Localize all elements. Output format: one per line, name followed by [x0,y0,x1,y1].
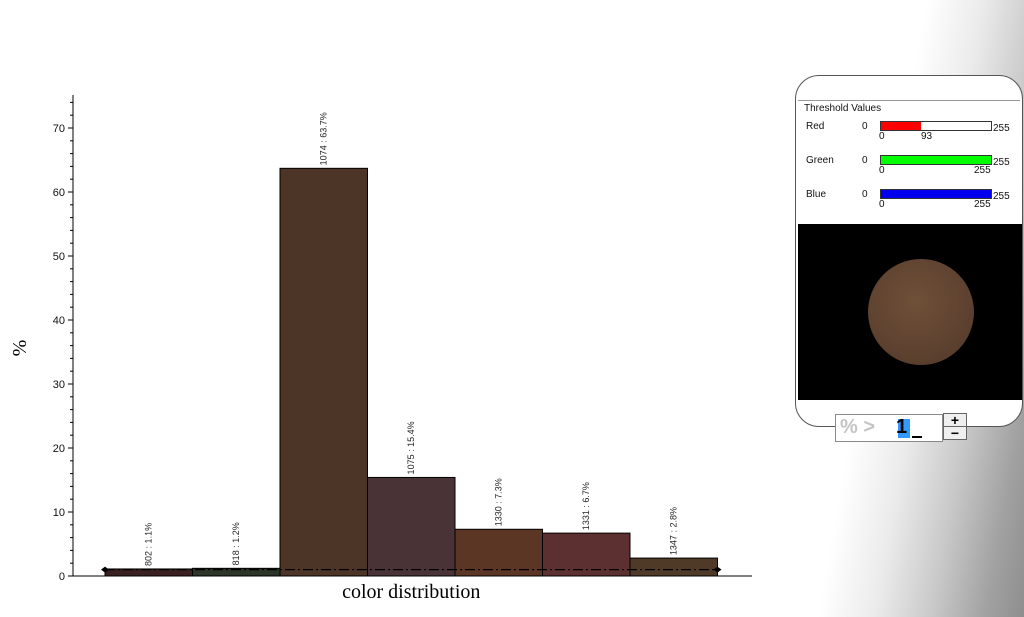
threshold-green-fill [881,156,991,164]
text-cursor [912,436,922,438]
bar-label-1331: 1331 : 6.7% [581,482,591,530]
bar-1331 [542,532,631,577]
decrement-button[interactable]: − [950,425,960,441]
percent-filter-label: % > [840,416,876,438]
threshold-row-red: Red 0 255 0 93 [798,117,1020,151]
threshold-values-group: Threshold Values Red 0 255 0 93 Green 0 … [798,100,1020,223]
threshold-title: Threshold Values [804,103,882,114]
y-tick-label: 60 [53,187,65,199]
percent-filter-stepper[interactable]: + − [943,413,967,440]
threshold-green-low: 0 [879,165,885,176]
threshold-green-slider[interactable] [880,155,992,165]
threshold-panel: Threshold Values Red 0 255 0 93 Green 0 … [795,75,1023,427]
x-axis-title: color distribution [342,581,480,603]
threshold-row-green: Green 0 255 0 255 [798,151,1020,185]
threshold-red-label: Red [806,121,825,132]
threshold-green-high: 255 [974,165,991,176]
threshold-blue-low: 0 [879,199,885,210]
y-tick-label: 10 [53,507,65,519]
percent-filter-box: % > [835,414,943,442]
threshold-green-label: Green [806,155,834,166]
sample-circle [868,259,974,365]
threshold-blue-max: 255 [993,191,1010,202]
threshold-red-fill [881,122,922,130]
threshold-marker-right [713,566,722,573]
threshold-blue-min: 0 [862,189,868,200]
threshold-blue-label: Blue [806,189,827,200]
y-tick-label: 50 [53,251,65,263]
threshold-marker-left [101,566,109,573]
threshold-row-blue: Blue 0 255 0 255 [798,185,1020,219]
bar-1075 [367,476,456,577]
bar-1074 [279,167,368,577]
threshold-green-min: 0 [862,155,868,166]
bar-label-818: 818 : 1.2% [231,522,241,565]
color-distribution-chart: 0 10 20 30 40 50 60 70 802 : 1.1% 818 : 1.2% 1074 … [9,95,752,603]
threshold-red-high: 93 [921,131,933,142]
bar-label-1074: 1074 : 63.7% [319,112,329,165]
y-tick-label: 20 [53,443,65,455]
y-axis-title: % [9,340,31,357]
threshold-red-low: 0 [879,131,885,142]
bar-label-1075: 1075 : 15.4% [406,421,416,474]
y-tick-label: 0 [59,571,65,583]
threshold-blue-fill [881,190,991,198]
sample-preview-image [798,224,1022,400]
bar-label-1330: 1330 : 7.3% [494,478,504,526]
increment-button[interactable]: + [944,413,966,427]
threshold-blue-high: 255 [974,199,991,210]
percent-filter-input[interactable] [896,417,932,437]
bar-label-802: 802 : 1.1% [144,523,154,566]
threshold-red-min: 0 [862,121,868,132]
bar-1330 [454,528,543,577]
y-tick-label: 40 [53,315,65,327]
bar-1347 [629,557,718,577]
bar-label-1347: 1347 : 2.8% [669,507,679,555]
threshold-blue-slider[interactable] [880,189,992,199]
threshold-red-slider[interactable] [880,121,992,131]
y-tick-label: 70 [53,123,65,135]
y-tick-label: 30 [53,379,65,391]
threshold-red-max: 255 [993,123,1010,134]
threshold-green-max: 255 [993,157,1010,168]
